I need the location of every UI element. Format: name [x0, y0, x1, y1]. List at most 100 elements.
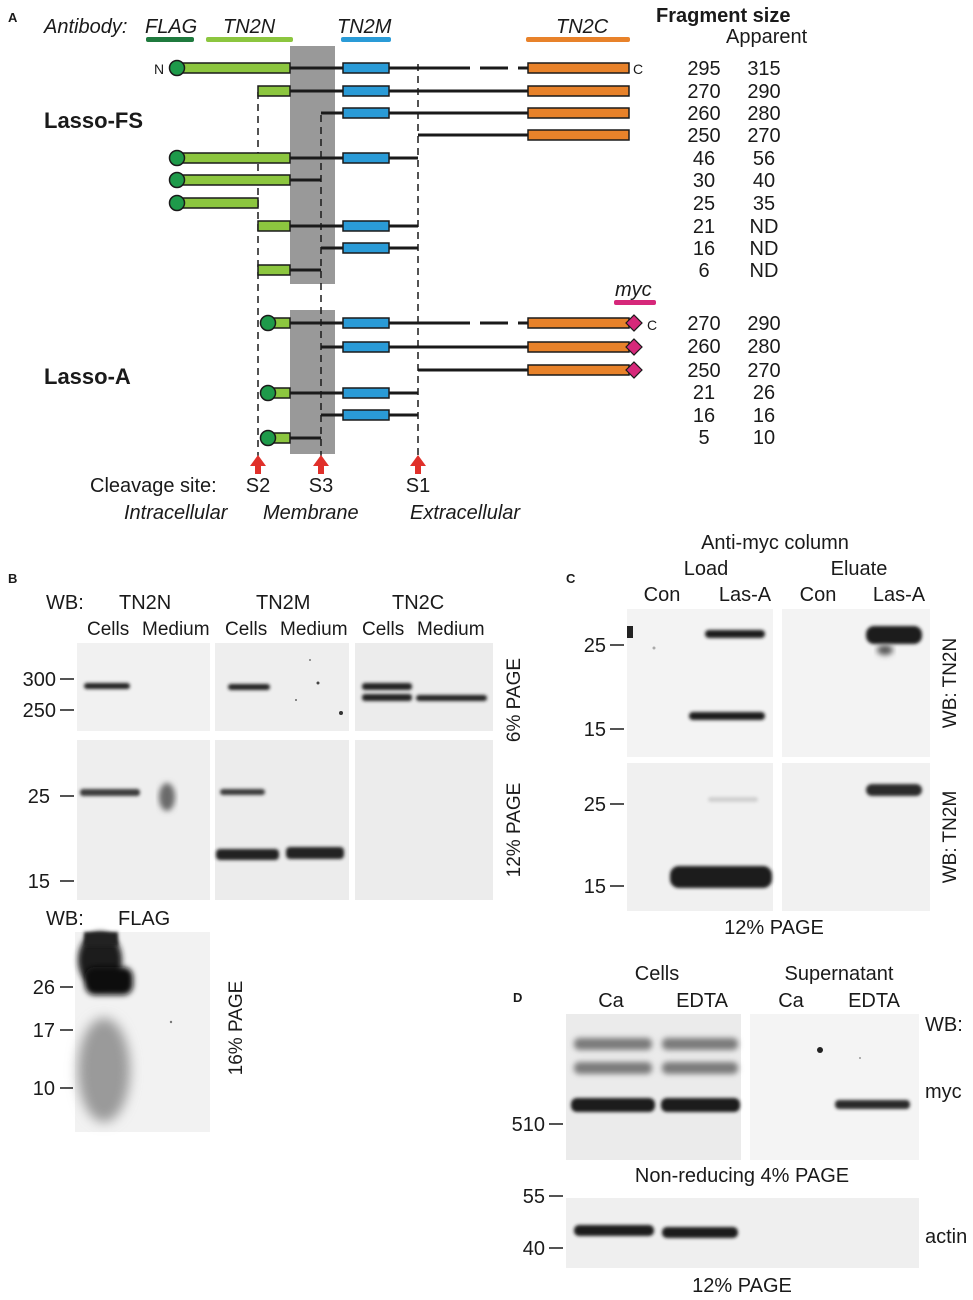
cleavage-site-s2: S2	[246, 475, 270, 497]
bands-d-myc	[571, 1038, 910, 1112]
region-extracellular: Extracellular	[410, 502, 521, 524]
marker-10: 10	[33, 1078, 55, 1100]
markers-d-actin: 55 40	[523, 1186, 563, 1260]
n-terminus-label: N	[154, 61, 164, 77]
antibody-b-tn2m: TN2M	[256, 592, 310, 614]
wb-label-d: WB:	[925, 1014, 963, 1036]
lane-c-lasa-eluate: Las-A	[873, 584, 926, 606]
gel-label-d-top: Non-reducing 4% PAGE	[635, 1165, 849, 1187]
fs-size-2: 270	[687, 81, 720, 103]
fs-size-7: 25	[693, 193, 715, 215]
group-supernatant: Supernatant	[785, 963, 894, 985]
membrane-region-a	[290, 310, 335, 454]
fs-size-8: 21	[693, 216, 715, 238]
wb-label-b: WB:	[46, 592, 84, 614]
group-load: Load	[684, 558, 729, 580]
fs-apparent-1: 315	[747, 58, 780, 80]
fs-apparent-10: ND	[750, 260, 779, 282]
lane-c-lasa-load: Las-A	[719, 584, 772, 606]
lane-b3-cells: Cells	[362, 619, 404, 640]
panel-d-label: D	[513, 990, 522, 1005]
lane-b1-cells: Cells	[87, 619, 129, 640]
antibody-tn2n-label: TN2N	[223, 16, 276, 38]
construct-lasso-fs: Lasso-FS	[44, 108, 143, 133]
marker-25-b: 25	[28, 786, 50, 808]
panel-c-title: Anti-myc column	[701, 532, 849, 554]
markers-b-6pct: 300 250	[23, 669, 74, 722]
lane-c-con-eluate: Con	[800, 584, 837, 606]
antibody-flag-bar	[146, 37, 194, 42]
group-cells: Cells	[635, 963, 679, 985]
group-eluate: Eluate	[831, 558, 888, 580]
bands-b-12pct	[80, 783, 344, 860]
marker-c-25-top: 25	[584, 635, 606, 657]
fs-apparent-2: 290	[747, 81, 780, 103]
lasso-a-fragments	[259, 314, 643, 447]
antibody-flag-blot: FLAG	[118, 908, 170, 930]
panel-c-label: C	[566, 571, 576, 586]
blot-b-tn2m-12pct	[215, 740, 349, 900]
construct-lasso-a: Lasso-A	[44, 364, 131, 389]
fs-size-10: 6	[698, 260, 709, 282]
a-size-1: 270	[687, 313, 720, 335]
panel-a-label: A	[8, 10, 18, 25]
lane-b1-medium: Medium	[142, 619, 210, 640]
wb-label-d-myc: myc	[925, 1081, 962, 1103]
marker-15-b: 15	[28, 871, 50, 893]
blot-d-myc-cells	[566, 1014, 741, 1160]
bands-b-6pct	[84, 659, 487, 715]
marker-c-25-bottom: 25	[584, 794, 606, 816]
lane-d-edta-cells: EDTA	[676, 990, 729, 1012]
marker-55: 55	[523, 1186, 545, 1208]
gel-label-d-bottom: 12% PAGE	[692, 1275, 792, 1297]
wb-label-d-actin: actin	[925, 1226, 967, 1248]
gel-label-b-6pct: 6% PAGE	[504, 658, 525, 742]
lasso-fs-fragments	[168, 59, 630, 276]
a-apparent-3: 270	[747, 360, 780, 382]
fs-apparent-5: 56	[753, 148, 775, 170]
a-size-5: 16	[693, 405, 715, 427]
blot-b-tn2c-12pct	[355, 740, 493, 900]
cleavage-arrows	[250, 455, 426, 474]
region-membrane: Membrane	[263, 502, 359, 524]
antibody-tn2m-label: TN2M	[337, 16, 392, 38]
blot-b-tn2n-12pct	[77, 740, 210, 900]
marker-17: 17	[33, 1020, 55, 1042]
fs-size-3: 260	[687, 103, 720, 125]
fs-size-5: 46	[693, 148, 715, 170]
panel-b-label: B	[8, 571, 17, 586]
marker-26: 26	[33, 977, 55, 999]
marker-250: 250	[23, 700, 56, 722]
fs-apparent-3: 280	[747, 103, 780, 125]
lane-d-ca-super: Ca	[778, 990, 804, 1012]
fs-apparent-4: 270	[747, 125, 780, 147]
cleavage-site-label: Cleavage site:	[90, 475, 217, 497]
a-apparent-2: 280	[747, 336, 780, 358]
panel-b: B WB: TN2N TN2M TN2C Cells Medium Cells …	[8, 571, 525, 1132]
antibody-flag-label: FLAG	[145, 16, 197, 38]
a-apparent-5: 16	[753, 405, 775, 427]
a-size-6: 5	[698, 427, 709, 449]
cleavage-site-s3: S3	[309, 475, 333, 497]
bands-c	[627, 626, 922, 888]
fs-apparent-8: ND	[750, 216, 779, 238]
lane-b2-cells: Cells	[225, 619, 267, 640]
antibody-b-tn2c: TN2C	[392, 592, 444, 614]
lane-b3-medium: Medium	[417, 619, 485, 640]
fs-size-4: 250	[687, 125, 720, 147]
membrane-region-fs	[290, 46, 335, 284]
marker-510: 510	[512, 1114, 545, 1136]
blot-d-myc-supernatant	[750, 1014, 919, 1160]
fs-size-6: 30	[693, 170, 715, 192]
antibody-myc-bar	[614, 300, 656, 305]
lane-b2-medium: Medium	[280, 619, 348, 640]
marker-c-15-bottom: 15	[584, 876, 606, 898]
panel-c: C Anti-myc column Load Eluate Con Las-A …	[566, 532, 961, 939]
fragment-size-header: Fragment size	[656, 5, 790, 27]
antibody-label: Antibody:	[43, 16, 127, 38]
antibody-tn2m-bar	[341, 37, 391, 42]
a-apparent-4: 26	[753, 382, 775, 404]
gel-label-b-12pct: 12% PAGE	[504, 783, 525, 878]
markers-b-flag: 26 17 10	[33, 977, 73, 1100]
bands-b-flag	[78, 932, 173, 1122]
